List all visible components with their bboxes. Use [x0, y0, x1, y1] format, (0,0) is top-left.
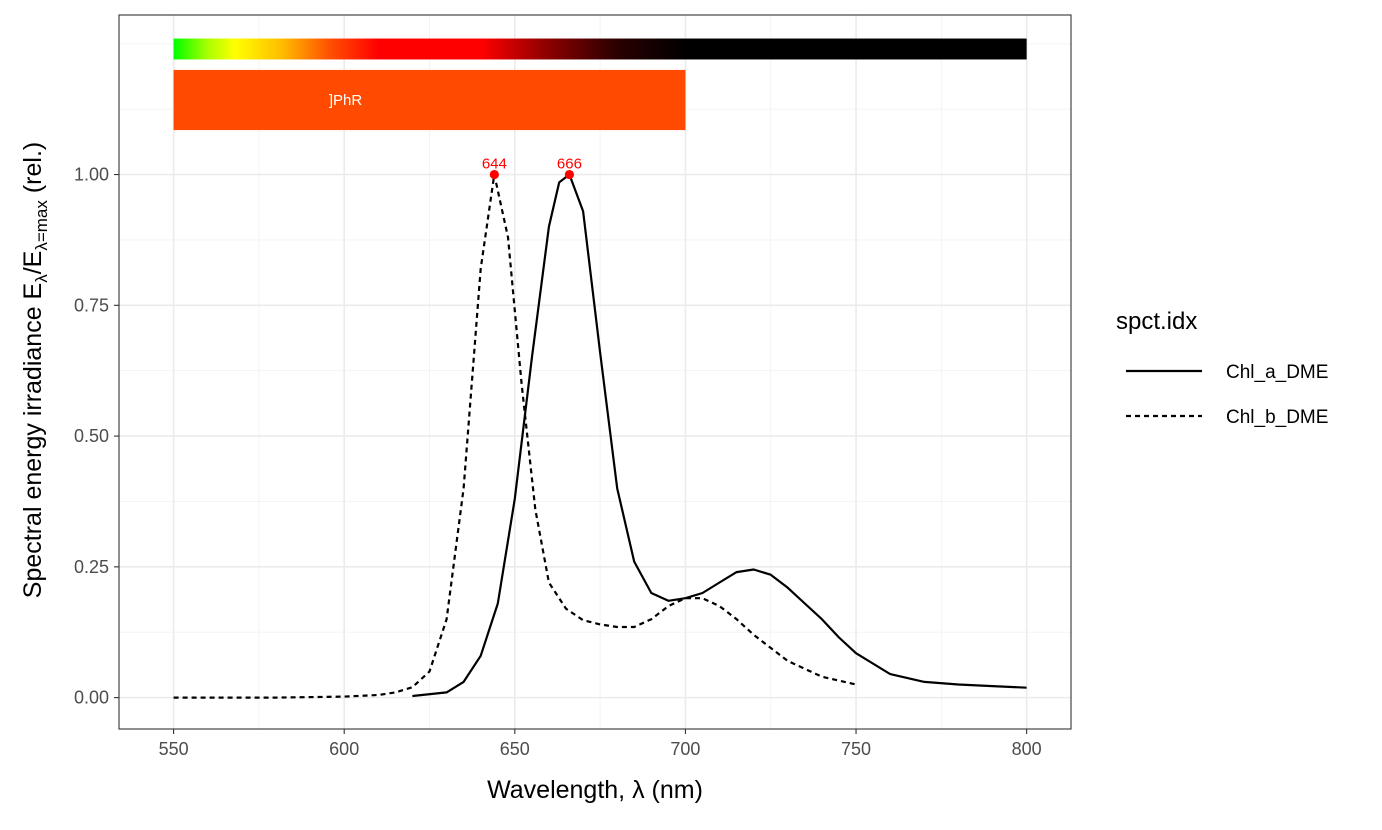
y-axis-title: Spectral energy irradiance Eλ/Eλ=max (re…: [19, 142, 51, 598]
y-axis-title-sub1: λ: [32, 274, 51, 283]
x-tick-label: 700: [670, 739, 700, 759]
waveband-rect: [173, 69, 686, 131]
peak-label: 666: [557, 156, 582, 173]
panel-border: [118, 14, 1072, 730]
wavelength-color-bar: [173, 38, 1027, 60]
x-tick-label: 650: [500, 739, 530, 759]
peak-label: 644: [482, 156, 507, 173]
y-tick-label: 0.50: [74, 426, 109, 446]
legend-title: spct.idx: [1116, 308, 1197, 335]
y-axis-title-slash: /E: [19, 251, 47, 275]
y-axis-title-sub2: λ=max: [32, 200, 51, 251]
x-tick-label: 600: [329, 739, 359, 759]
series-line-chl-a-dme: [412, 173, 1027, 698]
y-tick-label: 0.00: [74, 688, 109, 708]
x-tick-label: 550: [159, 739, 189, 759]
legend-label-chl-a: Chl_a_DME: [1226, 362, 1328, 383]
y-tick-label: 1.00: [74, 165, 109, 185]
legend: spct.idx Chl_a_DME Chl_b_DME: [1116, 308, 1328, 428]
series-layer: [173, 173, 1027, 699]
y-axis-title-prefix: Spectral energy irradiance E: [19, 283, 47, 598]
series-line-chl-b-dme: [173, 173, 857, 699]
peak-layer: 644 666: [482, 156, 582, 180]
peak-point: [564, 169, 575, 180]
x-tick-label: 800: [1012, 739, 1042, 759]
band-layer: ]PhR: [173, 38, 1027, 131]
axis-layer: 550 600 650 700 750 800 0.00 0.25 0.50 0.75 1.00: [74, 165, 1042, 759]
y-tick-label: 0.25: [74, 557, 109, 577]
y-axis-title-suffix: (rel.): [19, 142, 47, 200]
x-axis-title: Wavelength, λ (nm): [487, 776, 703, 804]
y-tick-label: 0.75: [74, 295, 109, 315]
legend-label-chl-b: Chl_b_DME: [1226, 407, 1328, 428]
peak-point: [489, 169, 499, 180]
x-tick-label: 750: [841, 739, 871, 759]
waveband-label: ]PhR: [329, 92, 363, 109]
